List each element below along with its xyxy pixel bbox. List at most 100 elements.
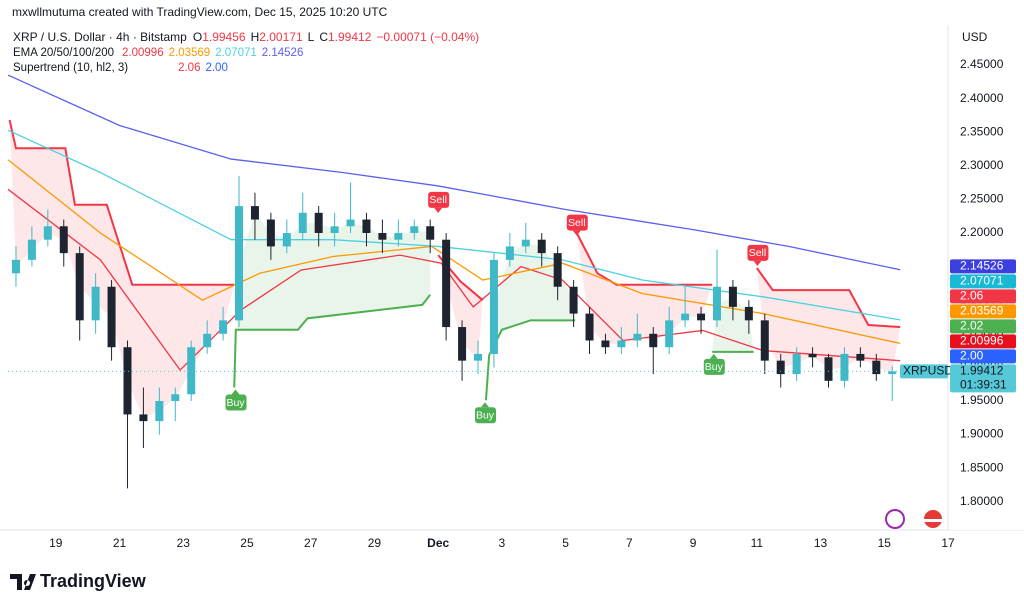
logo-mark — [10, 574, 36, 590]
signal-label: Buy — [705, 361, 724, 373]
candle-body — [521, 239, 530, 247]
signal-pointer — [572, 230, 581, 236]
candle-body — [250, 206, 259, 220]
candle-body — [378, 232, 387, 240]
signal-box — [428, 191, 450, 208]
price-tag — [950, 349, 1016, 364]
candle-body — [792, 353, 801, 375]
last-price-label: 1.99412 — [960, 364, 1004, 378]
supertrend-label: Supertrend (10, hl2, 3) — [13, 62, 128, 74]
x-tick-label: 15 — [878, 536, 892, 550]
trend-fill — [756, 267, 901, 373]
candle-body — [43, 226, 52, 240]
brand: TradingView — [40, 571, 147, 591]
x-tick-label: 27 — [304, 536, 318, 550]
countdown: 01:39:31 — [960, 378, 1007, 392]
candle-body — [712, 286, 721, 321]
supertrend-value: 2.06 — [178, 62, 200, 74]
ema-line — [7, 74, 901, 271]
price-tag — [950, 334, 1016, 349]
supertrend-legend: Supertrend (10, hl2, 3) 2.06 2.00 — [13, 62, 228, 74]
credit: mxwllmutuma created with TradingView.com… — [12, 5, 388, 19]
candle-body — [219, 320, 228, 334]
last-price-box — [950, 364, 1016, 393]
candle-body — [458, 327, 467, 361]
candle-body — [601, 340, 610, 348]
candle-body — [139, 414, 148, 422]
candle-body — [888, 371, 897, 375]
overlay: mxwllmutuma created with TradingView.com… — [10, 5, 988, 591]
candle-body — [553, 253, 562, 287]
signal-pointer — [231, 389, 240, 395]
ema-line — [7, 129, 901, 321]
ohlc-key: C — [319, 30, 328, 44]
y-tick-label: 2.40000 — [960, 91, 1004, 105]
candle-body — [91, 286, 100, 321]
x-tick-label: 11 — [751, 536, 764, 550]
ohlc-value: 1.99456 — [202, 30, 246, 44]
candle-body — [235, 206, 244, 321]
candle-body — [474, 353, 482, 361]
candle-body — [330, 226, 339, 233]
price-tag — [950, 289, 1016, 304]
ohlc-value: 1.99412 — [328, 30, 372, 44]
y-tick-label: 2.20000 — [960, 225, 1004, 239]
signal-label: Sell — [749, 247, 767, 259]
candle-body — [856, 353, 865, 361]
price-tag-label: 2.14526 — [960, 259, 1004, 273]
signal-box — [475, 407, 497, 424]
axes: 19 21 23 25 27 29 Dec 3 5 7 9 11 13 15 17 2.45000 2.4000… — [0, 25, 1024, 551]
y-tick-label: 2.30000 — [960, 158, 1004, 172]
y-tick-label: 2.25000 — [960, 192, 1004, 206]
candle-body — [155, 400, 164, 422]
trend-fill — [9, 120, 235, 418]
candle-body — [410, 226, 419, 233]
symbol-line: XRP / U.S. Dollar · 4h · Bitstamp O1.9945… — [13, 30, 479, 44]
candle-body — [697, 313, 706, 321]
price-tag-label: 2.02 — [960, 319, 984, 333]
candle-body — [442, 239, 451, 328]
candle-body — [11, 259, 20, 274]
price-tag — [950, 259, 1016, 274]
symbol: XRP / U.S. Dollar · 4h · Bitstamp — [13, 30, 187, 44]
candle-body — [537, 239, 546, 254]
candle-body — [266, 219, 275, 247]
signal-box — [747, 244, 769, 261]
supertrend-value: 2.00 — [205, 62, 227, 74]
price-tag-label: 2.07071 — [960, 274, 1004, 288]
candle-body — [760, 320, 769, 361]
flag-stripe — [924, 519, 942, 522]
candle-body — [27, 239, 36, 260]
price-tag-label: 2.00 — [960, 349, 984, 363]
last-price-symbol: XRPUSD — [903, 364, 953, 378]
candle-body — [617, 340, 626, 348]
candle-body — [808, 353, 817, 358]
trend-fill — [576, 232, 713, 344]
signal-pointer — [709, 353, 718, 359]
replay-icon[interactable] — [885, 509, 905, 529]
signal-box — [703, 358, 725, 375]
trend-fill — [234, 212, 431, 388]
ema-value: 2.14526 — [262, 47, 304, 59]
signal-pointer — [434, 207, 443, 213]
x-tick-label: 23 — [177, 536, 191, 550]
x-tick-label: 13 — [814, 536, 828, 550]
candle-body — [362, 219, 371, 233]
signal-label: Sell — [429, 194, 447, 206]
candle-body — [649, 333, 658, 348]
x-tick-label: 9 — [690, 536, 697, 550]
ohlc-key: H — [251, 30, 260, 44]
y-tick-label: 2.45000 — [960, 57, 1004, 71]
signal-pointer — [753, 260, 762, 266]
candle-body — [314, 212, 323, 233]
price-tag — [950, 274, 1016, 289]
candle-body — [665, 320, 674, 348]
candle-body — [505, 246, 514, 260]
currency: USD — [962, 30, 988, 44]
x-tick-label: 25 — [240, 536, 254, 550]
y-tick-label: 1.95000 — [960, 393, 1004, 407]
candle-body — [569, 286, 578, 314]
x-tick-label: 3 — [499, 536, 506, 550]
